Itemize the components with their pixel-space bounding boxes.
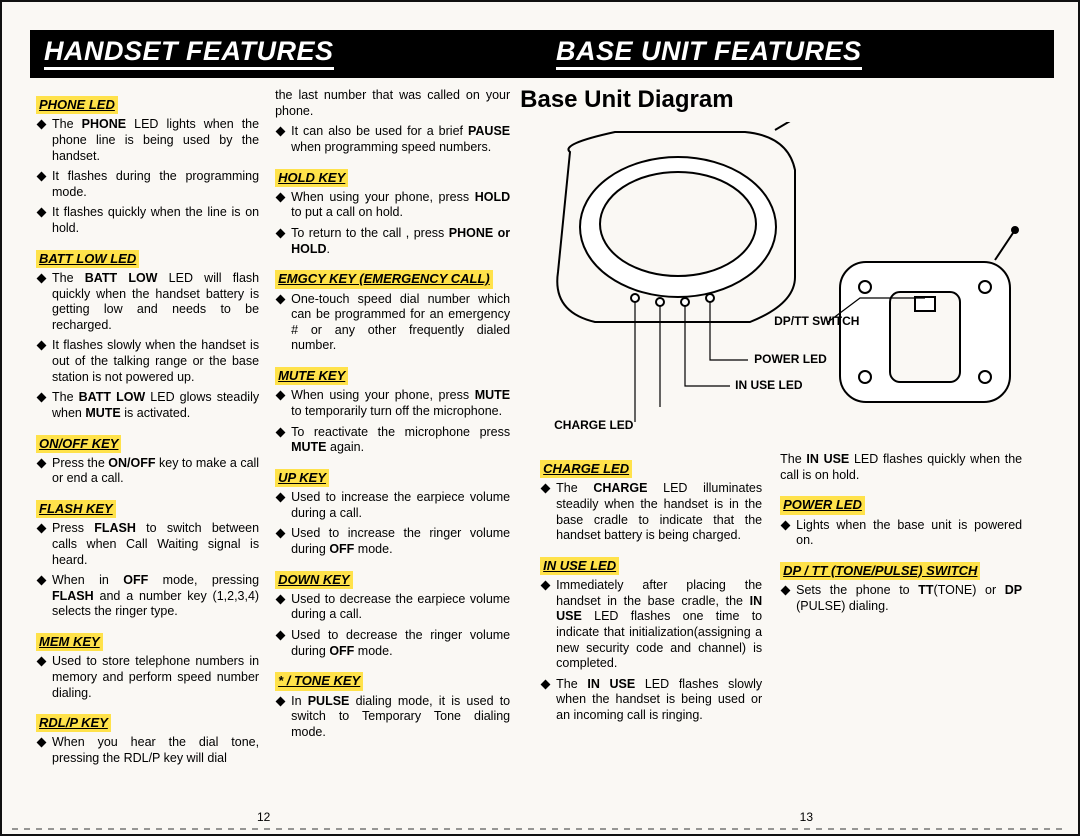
list-item: To reactivate the microphone press MUTE …: [277, 425, 510, 456]
list-item-continuation: the last number that was called on your …: [275, 88, 510, 119]
list-item: When in OFF mode, pressing FLASH and a n…: [38, 573, 259, 620]
callout-inuse-led: IN USE LED: [735, 378, 802, 392]
list-item: It can also be used for a brief PAUSE wh…: [277, 124, 510, 155]
base1-list: Immediately after placing the handset in…: [540, 578, 762, 724]
list-item: Used to store telephone numbers in memor…: [38, 654, 259, 701]
list-item: Press the ON/OFF key to make a call or e…: [38, 456, 259, 487]
manual-page-spread: HANDSET FEATURES BASE UNIT FEATURES PHON…: [0, 0, 1080, 836]
handset2-heading: HOLD KEY: [275, 169, 348, 187]
callout-power-led: POWER LED: [754, 352, 827, 366]
diagram-title: Base Unit Diagram: [520, 86, 1054, 114]
banner-right: BASE UNIT FEATURES: [542, 30, 1054, 78]
base1-list: The CHARGE LED illuminates steadily when…: [540, 481, 762, 544]
banner-left-title: HANDSET FEATURES: [44, 38, 334, 70]
handset2-list: Used to increase the earpiece volume dur…: [275, 490, 510, 558]
list-item: Lights when the base unit is powered on.: [782, 518, 1022, 549]
handset2-list: Used to decrease the earpiece volume dur…: [275, 592, 510, 660]
list-item: Used to increase the earpiece volume dur…: [277, 490, 510, 521]
content-area: PHONE LED The PHONE LED lights when the p…: [30, 84, 1054, 800]
list-item: When using your phone, press MUTE to tem…: [277, 388, 510, 419]
list-item-continuation: The IN USE LED flashes quickly when the …: [780, 452, 1022, 483]
handset1-heading: RDL/P KEY: [36, 714, 111, 732]
base2-list: Lights when the base unit is powered on.: [780, 518, 1022, 549]
list-item: The IN USE LED flashes slowly when the h…: [542, 677, 762, 724]
handset1-list: The BATT LOW LED will flash quickly when…: [36, 271, 259, 422]
handset1-heading: MEM KEY: [36, 633, 103, 651]
handset2-heading: DOWN KEY: [275, 571, 353, 589]
list-item: One-touch speed dial number which can be…: [277, 292, 510, 355]
handset-col-2: the last number that was called on your …: [269, 84, 520, 800]
handset2-list: One-touch speed dial number which can be…: [275, 292, 510, 355]
callout-charge-led: CHARGE LED: [554, 418, 633, 432]
handset2-heading: MUTE KEY: [275, 367, 348, 385]
handset2-heading: * / TONE KEY: [275, 672, 363, 690]
page-number-left: 12: [257, 810, 270, 824]
handset2-list: In PULSE dialing mode, it is used to swi…: [275, 694, 510, 741]
handset1-heading: BATT LOW LED: [36, 250, 139, 268]
banner-left: HANDSET FEATURES: [30, 30, 542, 78]
handset2-heading: UP KEY: [275, 469, 329, 487]
list-item: Used to decrease the ringer volume durin…: [277, 628, 510, 659]
list-item: Used to decrease the earpiece volume dur…: [277, 592, 510, 623]
base1-heading: CHARGE LED: [540, 460, 632, 478]
base-unit-diagram: POWER LED IN USE LED CHARGE LED DP/TT SW…: [520, 122, 1054, 442]
list-item: When you hear the dial tone, pressing th…: [38, 735, 259, 766]
list-item: The BATT LOW LED will flash quickly when…: [38, 271, 259, 334]
list-item: To return to the call , press PHONE or H…: [277, 226, 510, 257]
banner-right-title: BASE UNIT FEATURES: [556, 38, 862, 70]
handset1-list: The PHONE LED lights when the phone line…: [36, 117, 259, 236]
list-item: It flashes quickly when the line is on h…: [38, 205, 259, 236]
list-item: In PULSE dialing mode, it is used to swi…: [277, 694, 510, 741]
handset1-list: Used to store telephone numbers in memor…: [36, 654, 259, 701]
list-item: The CHARGE LED illuminates steadily when…: [542, 481, 762, 544]
base2-heading: DP / TT (TONE/PULSE) SWITCH: [780, 562, 980, 580]
handset-col-1: PHONE LED The PHONE LED lights when the p…: [30, 84, 269, 800]
list-item: Press FLASH to switch between calls when…: [38, 521, 259, 568]
scan-artifact: [12, 828, 1068, 830]
banner-bar: HANDSET FEATURES BASE UNIT FEATURES: [30, 30, 1054, 78]
list-item: It flashes slowly when the handset is ou…: [38, 338, 259, 385]
handset2-list: When using your phone, press MUTE to tem…: [275, 388, 510, 456]
list-item: It flashes during the programming mode.: [38, 169, 259, 200]
list-item: Immediately after placing the handset in…: [542, 578, 762, 672]
list-item: Used to increase the ringer volume durin…: [277, 526, 510, 557]
base2-list: Sets the phone to TT(TONE) or DP (PULSE)…: [780, 583, 1022, 614]
handset2-list: When using your phone, press HOLD to put…: [275, 190, 510, 258]
handset2-list: It can also be used for a brief PAUSE wh…: [275, 124, 510, 155]
handset1-heading: PHONE LED: [36, 96, 118, 114]
callout-dptt-switch: DP/TT SWITCH: [774, 314, 859, 328]
handset1-list: Press the ON/OFF key to make a call or e…: [36, 456, 259, 487]
base2-heading: POWER LED: [780, 496, 865, 514]
handset1-list: When you hear the dial tone, pressing th…: [36, 735, 259, 766]
handset1-heading: FLASH KEY: [36, 500, 116, 518]
base1-heading: IN USE LED: [540, 557, 619, 575]
handset1-heading: ON/OFF KEY: [36, 435, 121, 453]
handset2-heading: EMGCY KEY (EMERGENCY CALL): [275, 270, 493, 288]
diagram-svg: [520, 122, 1040, 442]
list-item: The PHONE LED lights when the phone line…: [38, 117, 259, 164]
base-unit-columns: CHARGE LED The CHARGE LED illuminates ste…: [520, 448, 1054, 800]
handset1-list: Press FLASH to switch between calls when…: [36, 521, 259, 620]
base-col-2: The IN USE LED flashes quickly when the …: [772, 448, 1032, 800]
base-col-1: CHARGE LED The CHARGE LED illuminates ste…: [520, 448, 772, 800]
list-item: When using your phone, press HOLD to put…: [277, 190, 510, 221]
list-item: The BATT LOW LED glows steadily when MUT…: [38, 390, 259, 421]
callout-dptt-near: [665, 400, 668, 414]
list-item: Sets the phone to TT(TONE) or DP (PULSE)…: [782, 583, 1022, 614]
base-unit-area: Base Unit Diagram: [520, 84, 1054, 800]
page-number-right: 13: [800, 810, 813, 824]
